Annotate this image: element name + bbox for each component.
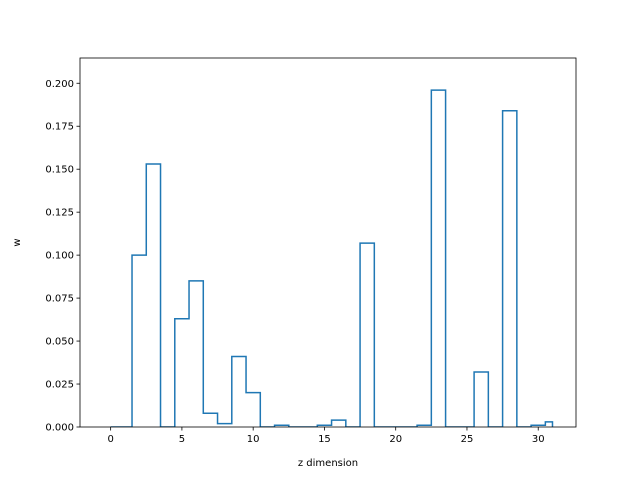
x-tick-label: 20	[389, 434, 402, 445]
x-tick-label: 0	[107, 434, 113, 445]
x-tick-label: 25	[461, 434, 474, 445]
y-tick-label: 0.150	[45, 165, 74, 176]
axis-ticks: 0 5 10 15 20 25 30 0.000 0.025 0.050 0.075 0.100 0.1…	[45, 79, 544, 445]
x-tick-label: 15	[318, 434, 331, 445]
x-tick-label: 30	[532, 434, 545, 445]
axes-frame	[79, 57, 577, 428]
y-tick-label: 0.100	[45, 251, 74, 262]
y-tick-label: 0.175	[45, 122, 74, 133]
plot-area	[110, 89, 554, 427]
x-axis-label: z dimension	[298, 458, 358, 469]
y-tick-label: 0.200	[45, 79, 74, 90]
x-tick-label: 5	[179, 434, 185, 445]
y-tick-label: 0.125	[45, 208, 74, 219]
y-tick-label: 0.075	[45, 294, 74, 305]
y-tick-label: 0.000	[45, 423, 74, 434]
y-tick-label: 0.050	[45, 337, 74, 348]
y-tick-label: 0.025	[45, 380, 74, 391]
y-axis-label: w	[12, 238, 23, 246]
x-tick-label: 10	[247, 434, 260, 445]
series-step-line	[110, 89, 554, 427]
